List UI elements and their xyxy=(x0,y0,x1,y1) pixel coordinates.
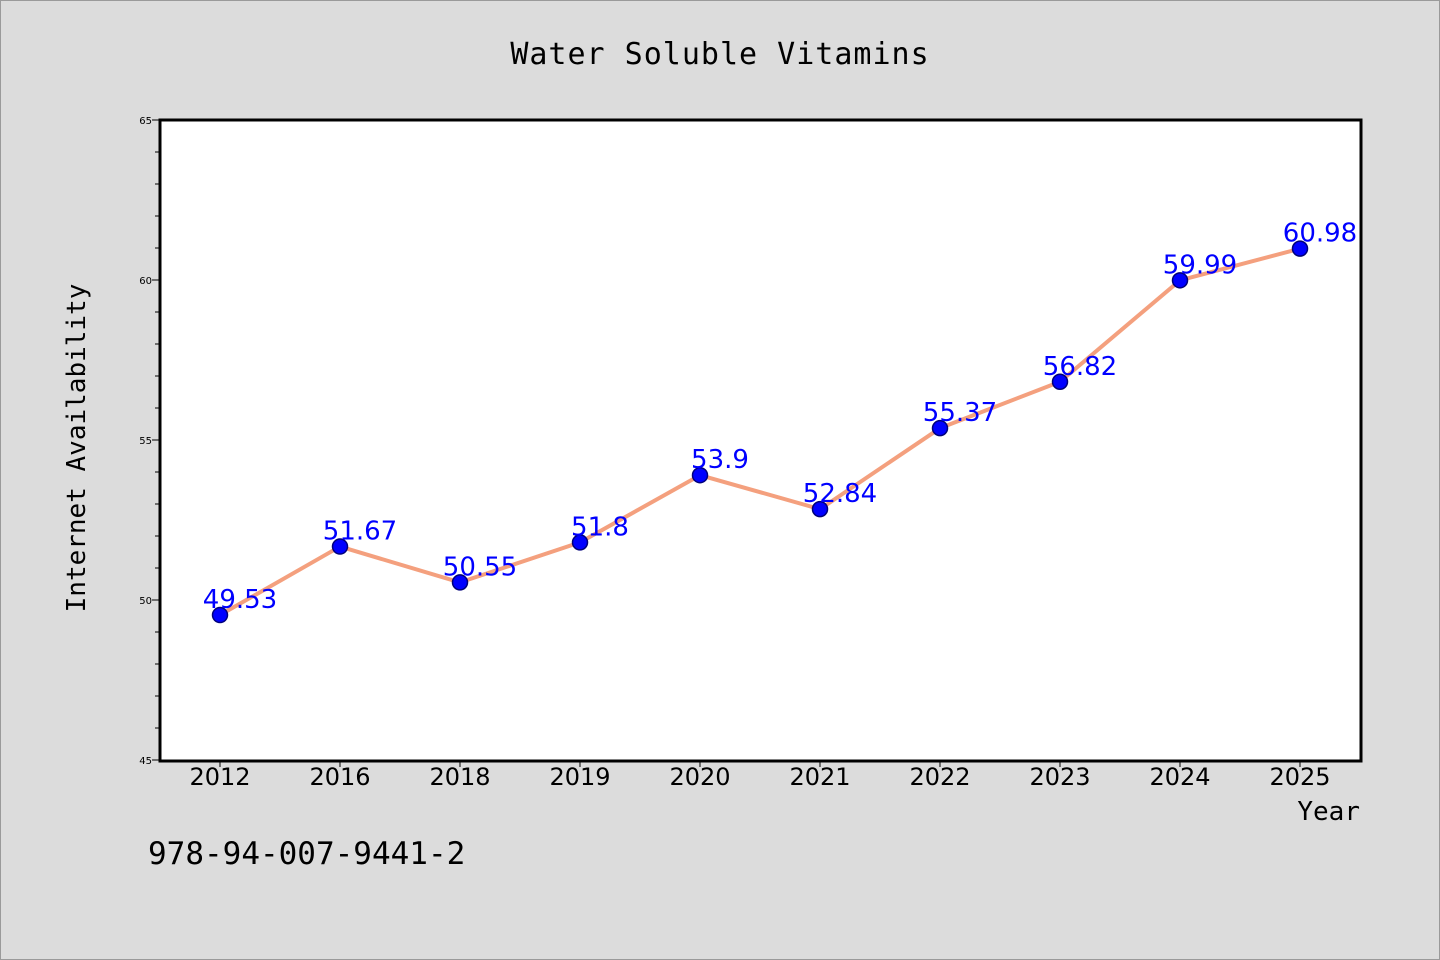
data-label: 49.53 xyxy=(203,585,277,615)
data-point xyxy=(691,466,709,484)
data-label: 59.99 xyxy=(1163,250,1237,280)
y-tick-label: 45 xyxy=(139,756,152,767)
x-tick-label: 2012 xyxy=(189,763,250,791)
data-label: 56.82 xyxy=(1043,352,1117,382)
data-label: 52.84 xyxy=(803,479,877,509)
y-axis-label: Internet Availability xyxy=(62,284,92,613)
x-axis: 2012 2016 2018 2019 2020 2021 2022 2023 2024 2025 xyxy=(189,760,1331,791)
x-tick-label: 2018 xyxy=(429,763,490,791)
data-label: 60.98 xyxy=(1283,219,1357,249)
plot-area xyxy=(158,118,1363,763)
x-tick-label: 2024 xyxy=(1149,763,1210,791)
data-label: 55.37 xyxy=(923,398,997,428)
data-label: 50.55 xyxy=(443,552,517,582)
data-point xyxy=(931,419,949,437)
series-line-group: 49.53 51.67 50.55 51.8 53.9 52.84 55.37 56.82 59… xyxy=(203,219,1357,624)
data-point xyxy=(1171,272,1189,289)
data-point xyxy=(811,500,829,518)
x-axis-label: Year xyxy=(1297,797,1360,827)
data-label: 53.9 xyxy=(691,445,749,475)
data-point xyxy=(1291,240,1309,257)
series-line xyxy=(218,246,1302,618)
x-tick-label: 2016 xyxy=(309,763,370,791)
x-tick-label: 2023 xyxy=(1029,763,1090,791)
data-label: 51.67 xyxy=(323,517,397,547)
x-tick-label: 2025 xyxy=(1269,763,1330,791)
data-point xyxy=(1051,373,1069,391)
chart-title: Water Soluble Vitamins xyxy=(510,37,929,72)
x-tick-label: 2022 xyxy=(909,763,970,791)
y-tick-label: 55 xyxy=(139,436,152,447)
data-label: 51.8 xyxy=(571,512,629,542)
y-tick-label: 60 xyxy=(139,276,152,287)
y-tick-label: 65 xyxy=(139,116,152,127)
x-tick-label: 2020 xyxy=(669,763,730,791)
y-tick-label: 50 xyxy=(139,596,152,607)
data-point xyxy=(451,574,469,591)
y-axis: 45 50 55 60 65 xyxy=(139,116,160,767)
x-tick-label: 2019 xyxy=(549,763,610,791)
data-point xyxy=(331,538,349,555)
footer-code: 978-94-007-9441-2 xyxy=(148,836,465,872)
data-point xyxy=(571,534,589,551)
x-tick-label: 2021 xyxy=(789,763,850,791)
data-point xyxy=(211,606,229,624)
